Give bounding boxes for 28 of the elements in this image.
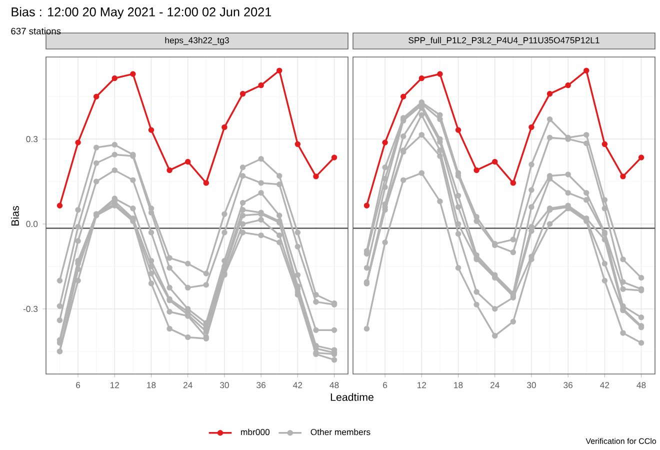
x-tick-label: 18 [147, 382, 156, 388]
y-tick-label: -0.3 [23, 306, 38, 312]
x-tick-label: 42 [293, 382, 302, 388]
x-tick-label: 6 [383, 382, 388, 388]
chart-title: SPP_full_P1L2_P3L2_P4U4_P11U35O475P12L1 [408, 36, 600, 45]
x-tick-label: 36 [564, 382, 572, 388]
x-tick-label: 18 [454, 382, 463, 388]
y-tick-label: 0.0 [26, 220, 38, 228]
x-tick-label: 24 [490, 382, 500, 388]
x-axis-title: Leadtime [330, 393, 374, 401]
y-axis-title: Bias [11, 206, 19, 226]
chart-title: heps_43h22_tg3 [165, 36, 229, 46]
text: Bias : 12:00 20 May 2021 - 12:00 02 Jun 2021 [12, 7, 272, 19]
x-tick-label: 12 [110, 382, 120, 388]
legend-label: mbr000 [241, 428, 270, 436]
text: 637 stations [11, 28, 61, 34]
legend-label: Other members [310, 428, 370, 436]
x-tick-label: 48 [330, 382, 339, 388]
text: Verification for CClo [586, 438, 656, 444]
x-tick-label: 42 [600, 382, 610, 388]
x-tick-label: 24 [183, 382, 192, 388]
x-tick-label: 30 [220, 382, 229, 388]
x-tick-label: 6 [76, 382, 80, 388]
x-tick-label: 36 [256, 382, 266, 388]
y-tick-label: 0.3 [26, 136, 38, 142]
x-tick-label: 30 [526, 382, 536, 388]
x-tick-label: 12 [417, 382, 426, 388]
x-tick-label: 48 [636, 382, 646, 388]
